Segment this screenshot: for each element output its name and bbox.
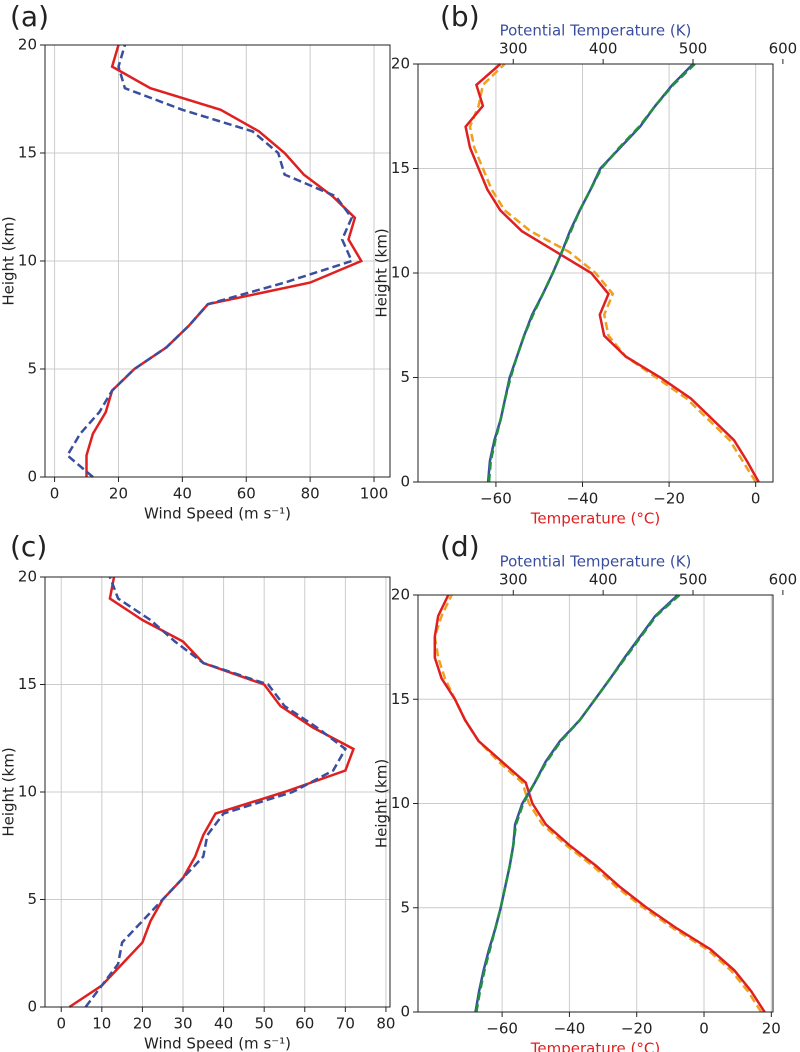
x-tick-label: 70 <box>336 1015 355 1033</box>
x2-tick-label: 500 <box>679 571 708 589</box>
y-tick-label: 15 <box>18 675 37 693</box>
profile-line <box>433 594 763 1013</box>
y-tick-label: 10 <box>391 794 410 812</box>
profile-line <box>487 63 696 483</box>
x-tick-label: 20 <box>762 1020 781 1038</box>
x-tick-label: 50 <box>255 1015 274 1033</box>
panel-label: (c) <box>10 530 47 563</box>
x2-axis-label: Potential Temperature (K) <box>500 22 692 40</box>
x-tick-label: 100 <box>360 485 389 503</box>
x2-tick-label: 500 <box>679 40 708 58</box>
x-tick-label: 0 <box>751 490 761 508</box>
profile-line <box>85 44 364 477</box>
profile-line <box>84 576 348 1008</box>
profile-line <box>474 594 679 1013</box>
y-tick-label: 0 <box>400 1003 410 1021</box>
x-tick-label: 20 <box>109 485 128 503</box>
x2-axis-label: Potential Temperature (K) <box>500 553 692 571</box>
x-tick-label: 30 <box>173 1015 192 1033</box>
x-tick-label: 10 <box>92 1015 111 1033</box>
y-tick-label: 0 <box>27 468 37 486</box>
axes-frame <box>417 63 774 483</box>
panel-label: (b) <box>440 0 480 33</box>
x-tick-label: 20 <box>133 1015 152 1033</box>
y-tick-label: 15 <box>391 690 410 708</box>
y-tick-label: 0 <box>27 998 37 1016</box>
x-tick-label: 80 <box>301 485 320 503</box>
x-tick-label: −20 <box>621 1020 653 1038</box>
x2-tick-label: 400 <box>589 40 618 58</box>
panel-label: (a) <box>10 0 49 33</box>
x-tick-label: 60 <box>295 1015 314 1033</box>
x-axis-label: Temperature (°C) <box>530 1040 660 1052</box>
x-tick-label: 0 <box>56 1015 66 1033</box>
x2-tick-label: 300 <box>499 571 528 589</box>
x-axis-label: Wind Speed (m s⁻¹) <box>144 505 291 523</box>
x-tick-label: −20 <box>653 490 685 508</box>
y-tick-label: 15 <box>18 144 37 162</box>
x-tick-label: 40 <box>173 485 192 503</box>
x2-tick-label: 300 <box>499 40 528 58</box>
y-tick-label: 10 <box>18 252 37 270</box>
axes-frame <box>417 594 774 1013</box>
x-tick-label: 0 <box>50 485 60 503</box>
profile-line <box>468 63 757 483</box>
x-axis-label: Temperature (°C) <box>530 510 660 528</box>
y-tick-label: 20 <box>18 568 37 586</box>
x2-tick-label: 600 <box>769 40 798 58</box>
x2-tick-label: 400 <box>589 571 618 589</box>
y-axis-label: Height (km) <box>373 759 391 848</box>
profile-line <box>65 44 354 478</box>
axes-frame <box>44 44 391 478</box>
x-tick-label: −60 <box>480 490 512 508</box>
x-tick-label: 0 <box>699 1020 709 1038</box>
axes-frame <box>44 576 391 1008</box>
profile-line <box>68 576 356 1009</box>
x-tick-label: 80 <box>376 1015 395 1033</box>
y-tick-label: 10 <box>18 783 37 801</box>
y-tick-label: 5 <box>400 898 410 916</box>
x-tick-label: −40 <box>567 490 599 508</box>
y-tick-label: 20 <box>18 36 37 54</box>
y-tick-label: 0 <box>400 473 410 491</box>
x-axis-label: Wind Speed (m s⁻¹) <box>144 1035 291 1052</box>
profile-line <box>433 594 766 1013</box>
y-axis-label: Height (km) <box>0 216 18 305</box>
y-tick-label: 5 <box>27 360 37 378</box>
profile-line <box>464 63 760 483</box>
x2-tick-label: 600 <box>769 571 798 589</box>
y-axis-label: Height (km) <box>0 747 18 836</box>
y-tick-label: 20 <box>391 55 410 73</box>
profile-line <box>475 594 681 1013</box>
y-axis-label: Height (km) <box>373 228 391 317</box>
x-tick-label: −40 <box>554 1020 586 1038</box>
y-tick-label: 10 <box>391 264 410 282</box>
panel-label: (d) <box>440 530 480 563</box>
y-tick-label: 5 <box>400 368 410 386</box>
y-tick-label: 15 <box>391 159 410 177</box>
y-tick-label: 5 <box>27 890 37 908</box>
y-tick-label: 20 <box>391 586 410 604</box>
x-tick-label: 40 <box>214 1015 233 1033</box>
x-tick-label: 60 <box>237 485 256 503</box>
x-tick-label: −60 <box>486 1020 518 1038</box>
